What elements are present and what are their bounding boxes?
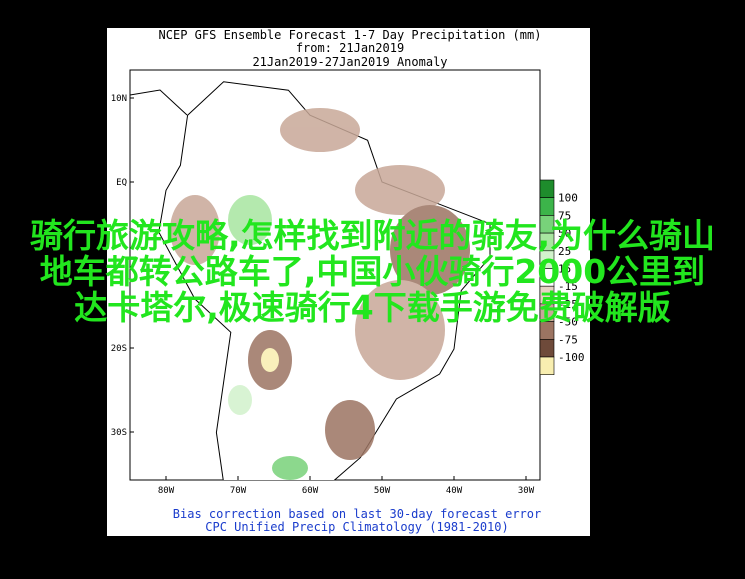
subtitle: 21Jan2019-27Jan2019 Anomaly [252, 55, 447, 69]
coast [130, 89, 188, 116]
lon-label: 30W [518, 486, 535, 496]
lon-label: 80W [158, 486, 175, 496]
lon-label: 50W [374, 486, 391, 496]
legend-label: -100 [558, 351, 585, 364]
overlay: 骑行旅游攻略,怎样找到附近的骑友,为什么骑山地车都转公路车了,中国小伙骑行200… [0, 218, 745, 326]
legend-swatch [539, 338, 555, 358]
footer-note: Bias correction based on last 30-day for… [173, 507, 541, 521]
legend-label: 100 [558, 192, 578, 205]
subtitle: from: 21Jan2019 [296, 41, 404, 55]
map [130, 81, 491, 480]
legend: 100 75 50 25 15 -15 -25 -50 -75 -100 [539, 179, 585, 376]
legend-swatch [539, 179, 555, 199]
title: NCEP GFS Ensemble Forecast 1-7 Day Preci… [159, 28, 542, 42]
legend-label: 50 [558, 227, 571, 240]
lon-label: 60W [302, 486, 319, 496]
lat-label: 10N [111, 94, 127, 104]
legend-swatch [539, 356, 555, 376]
legend-swatch [539, 197, 555, 216]
legend-label: -15 [558, 280, 578, 293]
legend-label: 25 [558, 245, 571, 258]
footer-note: CPC Unified Precip Climatology (1981-201… [205, 520, 508, 534]
legend-label: -25 [558, 298, 578, 311]
legend-label: -50 [558, 316, 578, 329]
lat-label: 20S [111, 344, 127, 354]
lon-label: 70W [230, 486, 247, 496]
lat-label: EQ [116, 178, 127, 188]
legend-label: 75 [558, 209, 571, 222]
overlay-text: 骑行旅游攻略,怎样找到附近的骑友,为什么骑山地车都转公路车了,中国小伙骑行200… [29, 216, 716, 327]
lon-label: 40W [446, 486, 463, 496]
legend-label: 15 [558, 263, 571, 276]
lat-label: 30S [111, 428, 127, 438]
legend-label: -75 [558, 333, 578, 346]
